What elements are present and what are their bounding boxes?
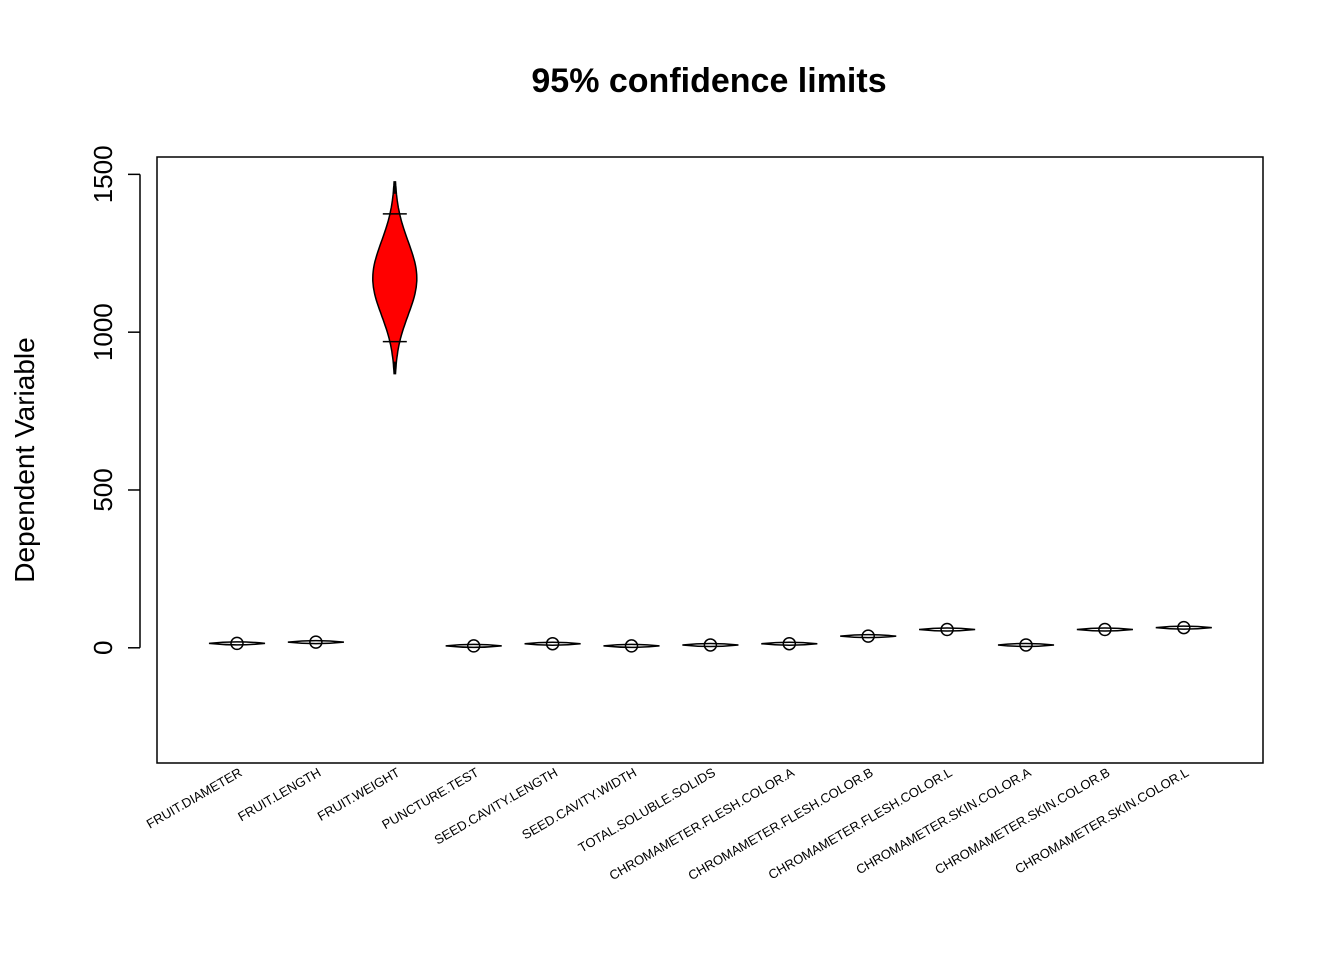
- mean-marker: [309, 635, 323, 649]
- violin-seed-cavity-length: [524, 636, 581, 651]
- violin-body: [1155, 625, 1212, 630]
- x-axis-labels: FRUIT.DIAMETERFRUIT.LENGTHFRUIT.WEIGHTPU…: [144, 764, 1192, 883]
- violin-total-soluble-solids: [682, 638, 739, 652]
- violin-body: [287, 639, 344, 645]
- violin-fruit-length: [287, 635, 344, 649]
- violin-fruit-weight: [372, 181, 418, 375]
- y-axis-label: Dependent Variable: [9, 337, 40, 582]
- plot-frame: [156, 156, 1264, 764]
- chart-title: 95% confidence limits: [531, 62, 886, 100]
- x-tick-label: FRUIT.DIAMETER: [144, 765, 245, 832]
- mean-marker: [230, 636, 244, 651]
- violin-fruit-diameter: [208, 636, 266, 651]
- violin-chromameter-flesh-color-a: [761, 636, 818, 651]
- mean-marker: [545, 636, 560, 651]
- violin-body: [997, 642, 1055, 648]
- mean-marker: [1019, 638, 1033, 652]
- x-tick-label: TOTAL.SOLUBLE.SOLIDS: [576, 764, 719, 855]
- y-tick-label: 1000: [88, 303, 118, 361]
- violin-chromameter-flesh-color-l: [919, 622, 976, 637]
- violin-seed-cavity-width: [603, 639, 660, 653]
- violin-body: [208, 641, 266, 646]
- violins: [208, 181, 1212, 653]
- mean-marker: [703, 638, 718, 652]
- mean-marker: [624, 639, 639, 653]
- mean-marker: [782, 636, 797, 651]
- mean-marker: [940, 622, 954, 637]
- mean-marker: [466, 639, 481, 653]
- violin-body: [603, 643, 660, 649]
- violin-chromameter-flesh-color-b: [840, 629, 897, 643]
- y-tick-label: 1500: [88, 145, 118, 203]
- violin-chromameter-skin-color-l: [1155, 620, 1212, 635]
- violin-body: [524, 641, 581, 646]
- x-tick-label: FRUIT.LENGTH: [235, 765, 323, 825]
- violin-body: [372, 181, 418, 375]
- violin-body: [919, 627, 976, 632]
- violin-body: [445, 643, 502, 649]
- violin-body: [1076, 627, 1133, 632]
- violin-body: [840, 633, 897, 639]
- violin-body: [682, 642, 739, 648]
- violin-puncture-test: [445, 639, 502, 653]
- violin-chromameter-skin-color-a: [997, 638, 1055, 652]
- y-tick-label: 500: [88, 468, 118, 511]
- violin-chromameter-skin-color-b: [1076, 622, 1133, 637]
- mean-marker: [1177, 620, 1191, 635]
- y-axis: 0 500 1000 1500: [88, 145, 141, 655]
- violin-body: [761, 641, 818, 646]
- mean-marker: [861, 629, 875, 643]
- mean-marker: [1098, 622, 1112, 637]
- y-tick-label: 0: [88, 641, 118, 655]
